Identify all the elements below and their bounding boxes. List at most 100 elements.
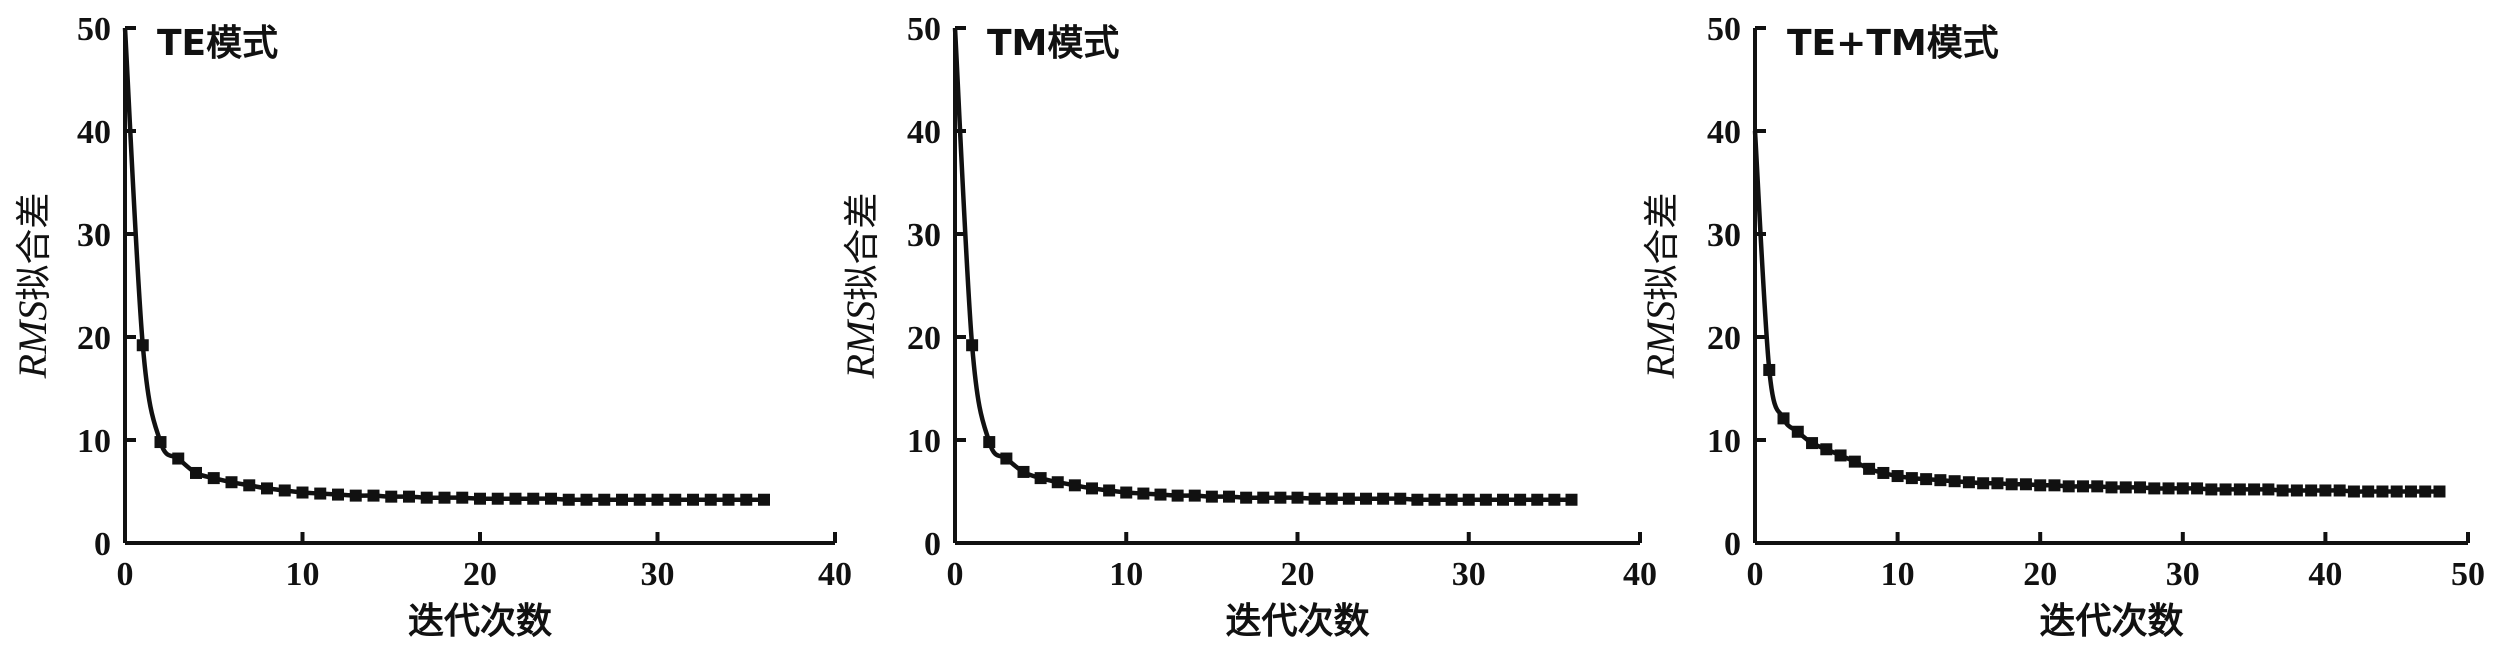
data-point — [2290, 484, 2303, 497]
y-axis-label-rms: RMS — [838, 301, 883, 380]
panel-title: TM模式 — [987, 23, 1119, 64]
data-point — [1806, 437, 1819, 450]
data-point — [1274, 491, 1287, 504]
x-tick-label: 10 — [286, 556, 320, 593]
data-point — [545, 492, 557, 505]
y-axis-label-rms: RMS — [1638, 301, 1683, 380]
data-point — [2319, 484, 2332, 497]
data-point — [758, 493, 770, 506]
x-tick-label: 30 — [1452, 556, 1486, 593]
data-point — [1977, 477, 1990, 490]
data-point — [1428, 493, 1441, 506]
data-point — [190, 466, 202, 479]
data-point — [509, 492, 522, 505]
y-axis-label-text: 拟合差 — [1642, 193, 1683, 301]
y-tick-label: 30 — [907, 217, 941, 254]
data-point — [1411, 493, 1424, 506]
data-point — [966, 339, 979, 352]
data-point — [1051, 476, 1064, 489]
y-axis-label: RMS拟合差 — [838, 193, 883, 380]
data-point — [704, 493, 717, 506]
data-point — [136, 339, 149, 352]
data-point — [1934, 474, 1947, 487]
data-point — [1223, 490, 1235, 503]
data-point — [1777, 412, 1790, 425]
data-point — [1257, 491, 1270, 504]
data-point — [314, 487, 327, 500]
data-point — [1905, 472, 1918, 485]
y-tick-label: 0 — [1724, 526, 1741, 563]
data-point — [2390, 485, 2403, 498]
chart-panel-2: 0 10 20 30 40 50 0 10 20 30 40 迭代次数 RMS拟合差 TM模式 — [838, 11, 1657, 642]
data-point — [403, 490, 415, 503]
x-tick-label: 50 — [2451, 556, 2485, 593]
data-point — [1445, 493, 1458, 506]
y-tick-label: 40 — [1707, 114, 1741, 151]
data-point — [2219, 483, 2232, 496]
data-point — [1103, 484, 1116, 497]
data-point — [580, 493, 593, 506]
data-point — [243, 479, 256, 492]
data-point — [474, 492, 486, 505]
data-point — [1068, 479, 1081, 492]
data-point — [278, 484, 291, 497]
x-tick-label: 10 — [1109, 556, 1143, 593]
data-point — [2148, 482, 2161, 495]
data-point — [1188, 489, 1201, 502]
y-tick-label: 50 — [907, 11, 941, 48]
y-tick-label: 20 — [1707, 320, 1741, 357]
y-tick-label: 30 — [1707, 217, 1741, 254]
data-point — [491, 492, 504, 505]
data-point — [2433, 485, 2446, 498]
x-tick-label: 40 — [818, 556, 852, 593]
x-tick-label: 30 — [2166, 556, 2200, 593]
y-tick-label: 10 — [1707, 423, 1741, 460]
y-axis-label-text: 拟合差 — [14, 193, 55, 301]
y-tick-label: 20 — [907, 320, 941, 357]
chart-panel-3: 0 10 20 30 40 50 0 10 20 30 40 50 迭代次数 RMS拟合差 TE+TM模式 — [1638, 11, 2485, 642]
data-point — [2062, 480, 2075, 493]
data-point — [1820, 443, 1833, 456]
data-point — [687, 493, 699, 506]
data-point — [1394, 492, 1407, 505]
x-tick-label: 20 — [2023, 556, 2057, 593]
data-point — [1565, 493, 1578, 506]
y-tick-label: 40 — [77, 114, 111, 151]
data-point — [2176, 482, 2189, 495]
data-point — [1763, 363, 1776, 376]
data-point — [207, 472, 220, 485]
data-point — [1948, 475, 1961, 488]
y-tick-label: 50 — [77, 11, 111, 48]
x-axis-label: 迭代次数 — [1225, 601, 1369, 642]
y-tick-label: 30 — [77, 217, 111, 254]
data-point — [1791, 425, 1804, 438]
data-point — [349, 489, 362, 502]
y-axis-label: RMS拟合差 — [1638, 193, 1683, 380]
data-point — [2091, 480, 2104, 493]
data-point — [2076, 480, 2089, 493]
x-axis-label: 迭代次数 — [2039, 601, 2183, 642]
data-point — [1086, 482, 1098, 495]
y-tick-label: 10 — [907, 423, 941, 460]
y-tick-label: 10 — [77, 423, 111, 460]
series-line — [122, 27, 764, 503]
y-axis-label: RMS拟合差 — [10, 193, 55, 380]
data-point — [438, 491, 451, 504]
x-tick-label: 0 — [947, 556, 964, 593]
data-point — [598, 493, 611, 506]
data-point — [261, 482, 273, 495]
data-point — [1514, 493, 1527, 506]
data-point — [2105, 481, 2118, 494]
data-point — [1291, 491, 1304, 504]
data-point — [332, 488, 344, 501]
data-point — [1120, 486, 1133, 499]
data-point — [1531, 493, 1544, 506]
data-point — [740, 493, 753, 506]
data-point — [1920, 473, 1933, 486]
data-point — [2262, 483, 2275, 496]
data-point — [1479, 493, 1492, 506]
data-point — [1240, 491, 1253, 504]
data-point — [669, 493, 682, 506]
data-point — [456, 491, 469, 504]
